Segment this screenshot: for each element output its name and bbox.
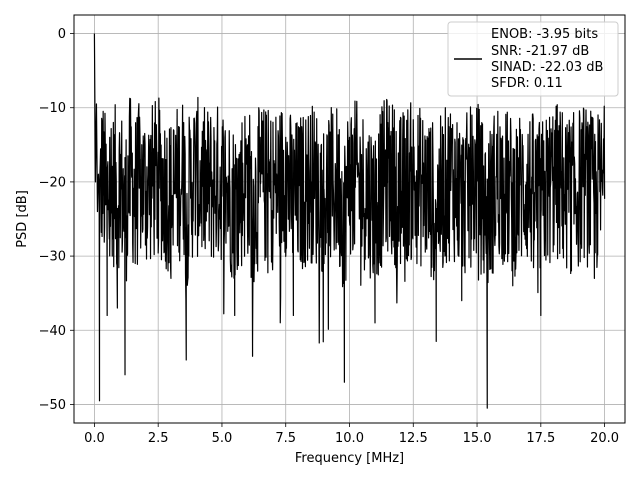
legend: ENOB: -3.95 bits SNR: -21.97 dB SINAD: -… xyxy=(447,21,619,97)
y-tick-label: −10 xyxy=(39,101,66,116)
legend-box xyxy=(447,21,619,97)
y-tick-label: −40 xyxy=(39,324,66,339)
x-tick-label: 15.0 xyxy=(463,431,492,446)
x-tick-label: 12.5 xyxy=(399,431,428,446)
psd-series-line xyxy=(93,33,606,409)
y-tick-label: −20 xyxy=(39,175,66,190)
y-tick-label: 0 xyxy=(58,27,66,42)
legend-line-snr: SNR: -21.97 dB xyxy=(491,44,589,59)
x-tick-label: 20.0 xyxy=(590,431,619,446)
x-tick-label: 0.0 xyxy=(84,431,105,446)
y-axis-ticks: 0 −10 −20 −30 −40 −50 xyxy=(39,27,74,413)
y-axis-label: PSD [dB] xyxy=(15,190,30,248)
x-tick-label: 10.0 xyxy=(335,431,364,446)
legend-line-sfdr: SFDR: 0.11 xyxy=(491,76,563,91)
legend-line-sinad: SINAD: -22.03 dB xyxy=(491,60,603,75)
y-tick-label: −50 xyxy=(39,398,66,413)
x-axis-ticks: 0.0 2.5 5.0 7.5 10.0 12.5 15.0 17.5 20.0 xyxy=(84,423,619,446)
x-tick-label: 17.5 xyxy=(526,431,555,446)
series-layer xyxy=(93,33,606,409)
legend-line-enob: ENOB: -3.95 bits xyxy=(491,27,598,42)
x-axis-label: Frequency [MHz] xyxy=(295,451,404,466)
x-tick-label: 5.0 xyxy=(212,431,233,446)
x-tick-label: 2.5 xyxy=(148,431,169,446)
x-tick-label: 7.5 xyxy=(275,431,296,446)
y-tick-label: −30 xyxy=(39,250,66,265)
